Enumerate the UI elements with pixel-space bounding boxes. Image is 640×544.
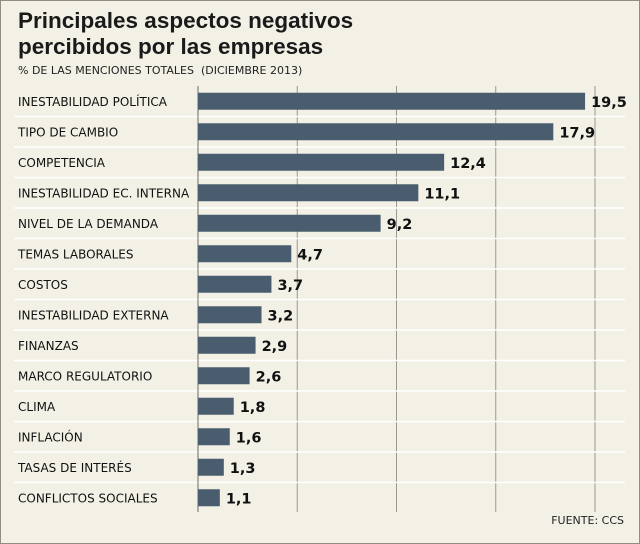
- category-label: TASAS DE INTERÉS: [17, 460, 132, 475]
- bar: [198, 367, 250, 385]
- value-label: 1,6: [236, 430, 262, 446]
- chart-subtitle: % DE LAS MENCIONES TOTALES (DICIEMBRE 20…: [18, 64, 303, 77]
- category-label: MARCO REGULATORIO: [18, 369, 152, 383]
- value-label: 1,8: [240, 400, 266, 416]
- value-label: 3,2: [268, 308, 294, 324]
- bar: [198, 275, 272, 293]
- bar: [198, 489, 220, 507]
- value-label: 17,9: [559, 125, 595, 141]
- bar: [198, 336, 256, 354]
- bar: [198, 397, 234, 415]
- bar: [198, 214, 381, 232]
- category-label: COSTOS: [18, 278, 68, 292]
- value-label: 9,2: [387, 217, 413, 233]
- bar: [198, 245, 292, 263]
- bar: [198, 184, 419, 202]
- category-label: TEMAS LABORALES: [17, 247, 134, 261]
- category-label: INESTABILIDAD EXTERNA: [18, 308, 169, 322]
- category-label: CONFLICTOS SOCIALES: [18, 491, 158, 505]
- bar: [198, 428, 230, 446]
- category-label: FINANZAS: [18, 339, 79, 353]
- category-label: COMPETENCIA: [18, 156, 106, 170]
- bar: [198, 92, 586, 110]
- category-label: INESTABILIDAD POLÍTICA: [18, 94, 168, 109]
- bar: [198, 123, 554, 141]
- value-label: 3,7: [277, 278, 303, 294]
- value-label: 12,4: [450, 156, 486, 172]
- chart-title: Principales aspectos negativos percibido…: [18, 8, 354, 59]
- value-label: 2,6: [256, 369, 282, 385]
- bar: [198, 458, 224, 476]
- value-label: 1,3: [230, 461, 256, 477]
- category-label: INESTABILIDAD EC. INTERNA: [18, 186, 190, 200]
- value-label: 2,9: [262, 339, 288, 355]
- bar: [198, 306, 262, 324]
- source-note: FUENTE: CCS: [551, 514, 624, 527]
- value-label: 4,7: [297, 247, 323, 263]
- bar: [198, 153, 445, 171]
- category-label: CLIMA: [18, 400, 56, 414]
- value-label: 11,1: [424, 186, 460, 202]
- category-label: NIVEL DE LA DEMANDA: [18, 217, 159, 231]
- value-label: 19,5: [591, 95, 627, 111]
- category-label: INFLACIÓN: [18, 429, 83, 444]
- value-label: 1,1: [226, 491, 252, 507]
- category-label: TIPO DE CAMBIO: [17, 125, 118, 139]
